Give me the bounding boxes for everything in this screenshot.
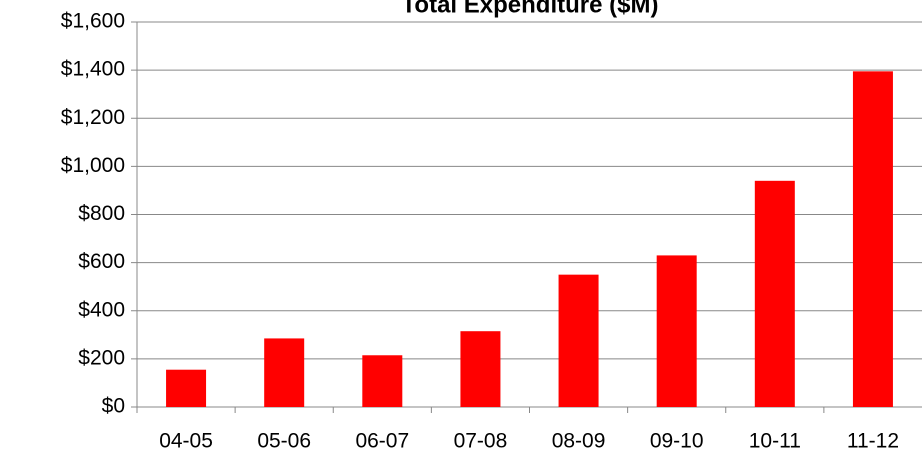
y-tick-label: $600	[78, 250, 125, 273]
y-tick-label: $400	[78, 298, 125, 321]
bar	[754, 180, 795, 407]
x-tick-label: 06-07	[355, 430, 409, 453]
bar	[656, 255, 697, 407]
bar	[362, 355, 403, 407]
x-tick-label: 08-09	[552, 430, 606, 453]
bar	[852, 71, 893, 407]
y-tick-label: $0	[102, 395, 125, 418]
x-tick-label: 04-05	[159, 430, 213, 453]
chart-title: Total Expenditure ($M)	[402, 0, 659, 18]
y-tick-label: $200	[78, 346, 125, 369]
bar	[460, 331, 501, 407]
y-tick-label: $1,000	[61, 154, 125, 177]
y-tick-label: $800	[78, 202, 125, 225]
bar	[558, 274, 599, 407]
y-tick-label: $1,600	[61, 10, 125, 33]
x-tick-label: 09-10	[650, 430, 704, 453]
x-tick-label: 05-06	[257, 430, 311, 453]
x-tick-label: 07-08	[454, 430, 508, 453]
y-tick-label: $1,200	[61, 106, 125, 129]
bar	[166, 369, 207, 407]
x-tick-label: 10-11	[749, 430, 801, 453]
y-tick-label: $1,400	[61, 58, 125, 81]
bar	[264, 338, 305, 407]
x-tick-label: 11-12	[847, 430, 899, 453]
